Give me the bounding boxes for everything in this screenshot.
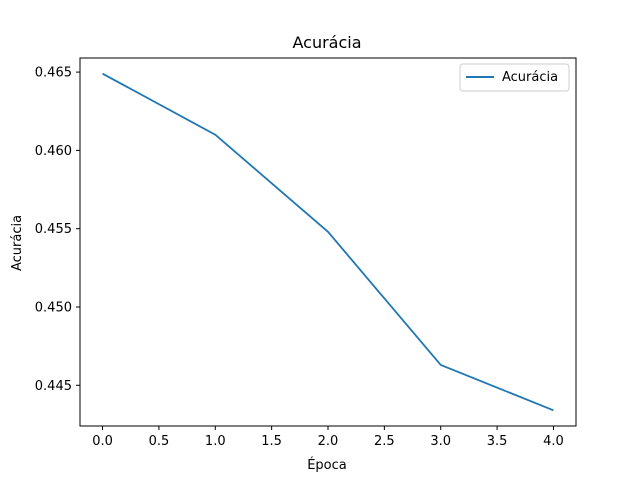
legend-box bbox=[459, 63, 570, 92]
y-tick-label: 0.465 bbox=[35, 66, 72, 81]
x-tick-label: 2.0 bbox=[318, 434, 339, 449]
y-tick-label: 0.450 bbox=[35, 300, 72, 315]
x-axis-label: Época bbox=[307, 457, 347, 473]
plot-area: 0.0 0.5 1.0 1.5 2.0 2.5 3.0 3.5 4.0 0.4450.4500.… bbox=[35, 57, 577, 449]
x-tick-label: 1.0 bbox=[205, 434, 226, 449]
axes-frame bbox=[79, 57, 577, 427]
chart-title: Acurácia bbox=[292, 33, 361, 52]
y-tick-label: 0.455 bbox=[35, 222, 72, 237]
x-tick-label: 0.5 bbox=[149, 434, 170, 449]
legend-entry-label: Acurácia bbox=[502, 70, 558, 85]
x-axis-ticks: 0.0 0.5 1.0 1.5 2.0 2.5 3.0 3.5 4.0 bbox=[92, 426, 564, 449]
x-tick-label: 0.0 bbox=[92, 434, 113, 449]
x-tick-label: 1.5 bbox=[261, 434, 282, 449]
y-axis-ticks: 0.445 0.450 0.455 0.460 0.465 bbox=[35, 66, 80, 394]
x-tick-label: 3.5 bbox=[487, 434, 508, 449]
legend: Acurácia bbox=[459, 63, 570, 92]
series-layer bbox=[102, 72, 554, 412]
x-tick-label: 4.0 bbox=[543, 434, 564, 449]
y-tick-label: 0.460 bbox=[35, 144, 72, 159]
y-axis-label: Acurácia bbox=[10, 215, 25, 271]
x-tick-label: 3.0 bbox=[430, 434, 451, 449]
y-tick-label: 0.445 bbox=[35, 379, 72, 394]
x-tick-label: 2.5 bbox=[374, 434, 395, 449]
